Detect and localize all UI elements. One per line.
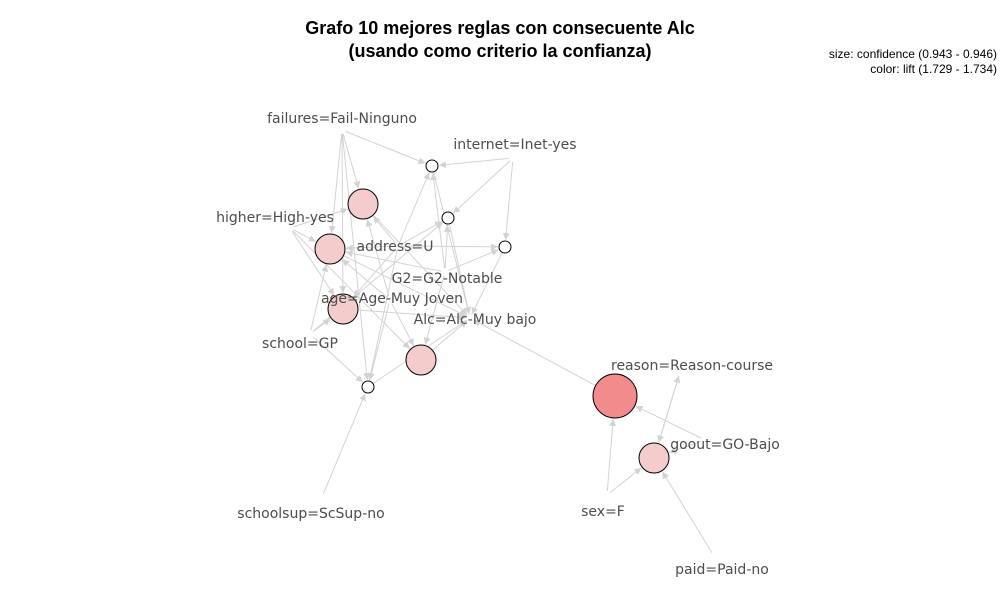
edge-school-r4	[310, 264, 329, 331]
item-label-higher[interactable]: higher=High-yes	[216, 210, 334, 226]
edge-schoolsup-r8	[323, 393, 366, 494]
rule-node-r1[interactable]	[425, 159, 439, 173]
edge-g2-r3	[443, 224, 451, 269]
item-labels: failures=Fail-Ninguno internet=Inet-yes hi…	[216, 111, 780, 578]
legend-color: color: lift (1.729 - 1.734)	[870, 62, 997, 76]
edge-age-r4	[341, 258, 388, 298]
edge-age-r8	[368, 303, 390, 381]
graph-title-line2: (usando como criterio la confianza)	[348, 41, 651, 61]
edge-failures-r4	[328, 133, 343, 234]
edge-internet-r3	[452, 160, 511, 214]
rule-node-r3[interactable]	[441, 211, 455, 225]
edge-higher-r7	[292, 230, 411, 349]
graph-title-line1: Grafo 10 mejores reglas con consecuente …	[305, 18, 695, 38]
item-label-alc[interactable]: Alc=Alc-Muy bajo	[414, 312, 537, 328]
item-label-age[interactable]: age=Age-Muy Joven	[321, 291, 463, 307]
edge-failures-r6	[339, 133, 347, 294]
rule-node-r6[interactable]	[327, 293, 359, 325]
rule-nodes	[314, 159, 670, 474]
item-label-reason[interactable]: reason=Reason-course	[611, 358, 773, 374]
rule-node-r5[interactable]	[498, 240, 512, 254]
item-label-school[interactable]: school=GP	[262, 336, 338, 352]
rule-node-r9[interactable]	[592, 373, 638, 419]
edge-g2-r1	[430, 172, 446, 269]
rule-node-r7[interactable]	[405, 344, 437, 376]
edge-r2-alc	[373, 215, 468, 316]
edge-sex-r9	[606, 418, 617, 492]
item-label-schoolsup[interactable]: schoolsup=ScSup-no	[237, 506, 384, 522]
item-label-paid[interactable]: paid=Paid-no	[675, 562, 769, 578]
edge-r9-alc	[473, 319, 595, 386]
edge-sex-r10	[609, 467, 642, 493]
edge-address-r1	[399, 172, 430, 243]
edge-internet-r5	[502, 161, 514, 241]
edge-address-r8	[367, 249, 398, 381]
item-label-internet[interactable]: internet=Inet-yes	[453, 137, 576, 153]
graph-edges	[291, 131, 713, 553]
edge-higher-r2	[293, 207, 348, 228]
edge-r3-alc	[449, 224, 472, 315]
edge-failures-r2	[342, 133, 361, 189]
edge-address-r5	[401, 243, 499, 251]
item-label-address[interactable]: address=U	[357, 239, 434, 255]
edge-internet-r1	[438, 157, 510, 169]
edge-goout-r9	[635, 405, 702, 439]
rule-node-r2[interactable]	[347, 188, 379, 220]
edge-address-r2	[372, 215, 396, 244]
edge-school-r8	[312, 336, 364, 383]
rule-node-r10[interactable]	[638, 442, 670, 474]
edge-r5-alc	[471, 253, 503, 315]
edge-age-r2	[365, 219, 390, 297]
edge-failures-r8	[341, 133, 371, 381]
edge-r1-alc	[433, 172, 471, 315]
edge-school-r6	[312, 318, 331, 332]
item-label-goout[interactable]: goout=GO-Bajo	[670, 437, 780, 453]
edge-higher-r6	[291, 231, 335, 296]
edge-goout-r10	[668, 440, 702, 454]
item-label-g2[interactable]: G2=G2-Notable	[392, 271, 503, 287]
edge-failures-r1	[345, 131, 426, 165]
edge-age-r7	[391, 303, 415, 347]
edge-g2-r4	[345, 250, 442, 272]
edge-paid-r10	[661, 471, 713, 553]
edge-r4-alc	[344, 255, 467, 317]
legend-size: size: confidence (0.943 - 0.946)	[829, 47, 997, 61]
edge-address-r4	[345, 244, 395, 252]
item-label-sex[interactable]: sex=F	[581, 504, 625, 520]
rule-node-r8[interactable]	[361, 380, 375, 394]
item-label-failures[interactable]: failures=Fail-Ninguno	[267, 111, 417, 127]
edge-r10-reason	[658, 375, 681, 443]
edge-address-r6	[353, 248, 396, 298]
edge-r6-alc	[358, 309, 467, 321]
edge-higher-r4	[293, 229, 317, 243]
rule-node-r4[interactable]	[314, 233, 346, 265]
